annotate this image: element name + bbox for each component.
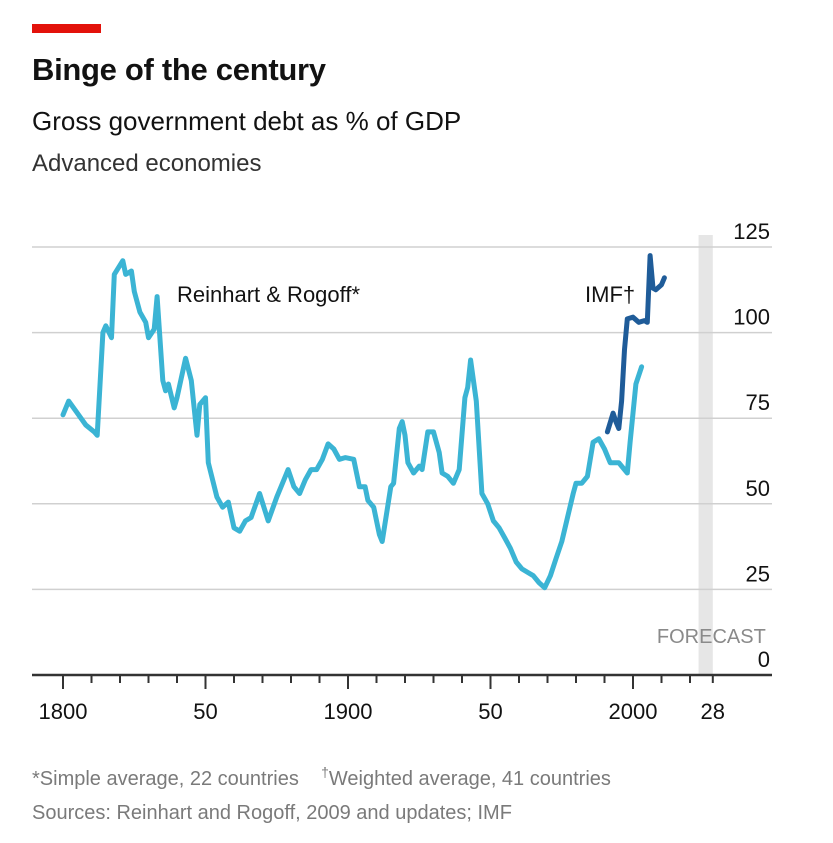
x-tick-label: 1800	[39, 699, 88, 724]
forecast-band	[698, 235, 713, 675]
chart-title: Binge of the century	[32, 52, 326, 87]
y-tick-label: 0	[758, 647, 770, 672]
dagger-symbol: †	[321, 764, 329, 780]
y-tick-label: 125	[733, 219, 770, 244]
series-reinhart-rogoff-line	[60, 258, 645, 591]
series-imf-line	[604, 253, 667, 435]
footnote-simple-average: *Simple average, 22 countries	[32, 768, 299, 790]
chart-subtitle: Gross government debt as % of GDP	[32, 106, 462, 136]
chart-subsubtitle: Advanced economies	[32, 150, 262, 177]
forecast-label: FORECAST	[657, 626, 766, 648]
y-tick-label: 25	[746, 561, 770, 586]
footnote-weighted-average: Weighted average, 41 countries	[328, 768, 611, 790]
accent-bar	[32, 24, 101, 33]
y-tick-label: 100	[733, 305, 770, 330]
y-tick-label: 75	[746, 390, 770, 415]
series-label-imf: IMF†	[585, 282, 635, 307]
y-tick-label: 50	[746, 476, 770, 501]
footnote-sources: Sources: Reinhart and Rogoff, 2009 and u…	[32, 802, 512, 824]
x-tick-label: 50	[193, 699, 217, 724]
x-tick-label: 28	[701, 699, 725, 724]
x-tick-label: 50	[478, 699, 502, 724]
footnote-averages: *Simple average, 22 countries †Weighted …	[32, 764, 611, 791]
x-tick-label: 2000	[609, 699, 658, 724]
series-label-reinhart-rogoff: Reinhart & Rogoff*	[177, 282, 360, 307]
x-tick-label: 1900	[324, 699, 373, 724]
